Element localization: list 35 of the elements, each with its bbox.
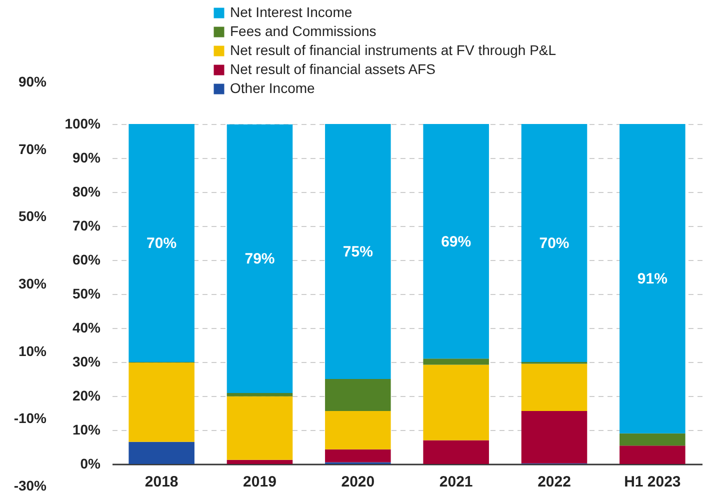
y-tick-label: 80% bbox=[72, 184, 102, 200]
x-tick-label: 2021 bbox=[439, 474, 473, 490]
x-tick-label: 2019 bbox=[243, 474, 276, 490]
data-label: 69% bbox=[441, 233, 472, 250]
y-tick-label: 70% bbox=[72, 218, 102, 234]
y-tick-label: 100% bbox=[64, 116, 102, 132]
y-tick-label: 40% bbox=[72, 320, 102, 336]
x-tick-label: H1 2023 bbox=[624, 474, 681, 490]
legend-label: Net Interest Income bbox=[230, 4, 352, 20]
y-tick-label: 20% bbox=[72, 388, 102, 404]
y2-tick-label: 90% bbox=[18, 74, 48, 90]
x-tick-label: 2022 bbox=[538, 474, 571, 490]
x-tick-label: 2020 bbox=[341, 474, 375, 490]
y-tick-label: 0% bbox=[80, 456, 102, 472]
legend-label: Net result of financial assets AFS bbox=[230, 61, 436, 77]
data-label: 70% bbox=[146, 235, 177, 252]
y2-tick-label: 10% bbox=[18, 342, 48, 359]
y2-tick-label: 70% bbox=[18, 140, 48, 157]
y2-tick-label: 30% bbox=[18, 276, 48, 292]
y2-tick-label: -10% bbox=[14, 410, 48, 426]
legend-label: Other Income bbox=[230, 80, 316, 96]
legend-label: Net result of financial instruments at FV through P&L bbox=[230, 42, 556, 58]
legend-label: Fees and Commissions bbox=[230, 23, 376, 39]
y-tick-label: 50% bbox=[72, 286, 102, 302]
y2-tick-label: -30% bbox=[14, 478, 48, 494]
y2-tick-label: 50% bbox=[18, 208, 48, 224]
data-label: 70% bbox=[539, 235, 570, 252]
y-tick-label: 10% bbox=[72, 422, 102, 438]
data-label: 79% bbox=[244, 250, 275, 268]
data-label: 75% bbox=[342, 244, 373, 260]
x-tick-label: 2018 bbox=[144, 474, 178, 490]
y-tick-label: 30% bbox=[72, 354, 102, 370]
data-label: 91% bbox=[637, 270, 668, 288]
y-tick-label: 60% bbox=[72, 252, 102, 268]
y-tick-label: 90% bbox=[72, 150, 102, 166]
